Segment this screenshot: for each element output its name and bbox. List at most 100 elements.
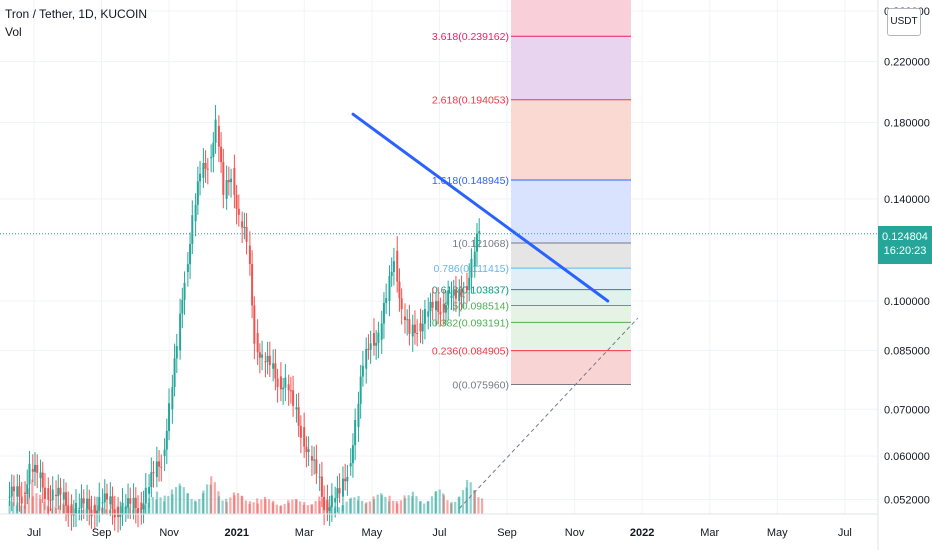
candle-body [160, 466, 163, 468]
candle-body [233, 167, 236, 195]
candle-body [318, 476, 321, 478]
candle-body [346, 476, 349, 482]
candle-body [439, 311, 442, 315]
volume-bar [241, 496, 244, 514]
candle-body [406, 319, 409, 321]
candle-body [299, 425, 302, 438]
candle-body [235, 194, 238, 209]
candle-body [365, 348, 368, 369]
candle-body [88, 498, 91, 510]
candle-body [142, 503, 145, 510]
x-tick-label: Jul [27, 527, 41, 539]
candle-body [256, 332, 259, 353]
candle-body [423, 309, 426, 324]
candle-body [466, 286, 469, 291]
y-tick-label: 0.052000 [884, 495, 930, 507]
candle-body [305, 446, 308, 453]
y-tick-label: 0.220000 [884, 57, 930, 69]
x-tick-label: May [767, 527, 788, 539]
y-tick-label: 0.070000 [884, 404, 930, 416]
candle-body [150, 472, 153, 488]
candle-body [65, 492, 68, 506]
currency-button[interactable]: USDT [887, 8, 921, 36]
candle-body [375, 342, 378, 346]
candle-body [111, 496, 114, 510]
candle-body [462, 296, 465, 298]
candle-body [421, 323, 424, 332]
volume-bar [260, 499, 263, 514]
candle-body [173, 358, 176, 388]
volume-bar [365, 502, 368, 514]
candle-body [413, 324, 416, 333]
candle-body [47, 488, 50, 500]
candle-body [460, 289, 463, 297]
candle-body [266, 355, 269, 362]
volume-bar [171, 494, 174, 514]
candle-body [323, 496, 326, 511]
candle-body [315, 459, 318, 474]
volume-bar [128, 507, 131, 514]
candle-body [222, 162, 225, 195]
candle-body [258, 352, 261, 358]
candle-body [194, 204, 197, 222]
fib-zone [511, 99, 631, 181]
candle-body [67, 505, 70, 516]
candle-body [86, 498, 89, 509]
volume-bar [19, 505, 23, 514]
volume-bar [58, 505, 61, 514]
volume-bar [442, 495, 445, 514]
last-price: 0.124804 [882, 231, 928, 243]
x-tick-label: Mar [700, 527, 719, 539]
candle-body [411, 324, 414, 337]
candle-body [475, 233, 478, 252]
x-tick-label: Sep [92, 527, 112, 539]
candle-body [214, 119, 217, 143]
volume-bar [384, 496, 387, 514]
volume-bar [310, 504, 314, 514]
volume-bar [272, 500, 275, 514]
last-price-badge: 0.124804 16:20:23 [878, 226, 932, 264]
x-tick-label: 2022 [630, 527, 654, 539]
candle-body [272, 363, 275, 369]
candle-body [351, 445, 354, 464]
candle-body [129, 498, 132, 504]
candle-body [396, 250, 399, 282]
candle-body [119, 514, 122, 517]
candle-body [248, 245, 251, 265]
candle-body [473, 251, 476, 267]
volume-bar [268, 499, 271, 514]
candle-body [51, 489, 54, 501]
candle-body [106, 493, 109, 500]
volume-bar [264, 499, 267, 514]
volume-bar [372, 499, 376, 514]
volume-bar [446, 500, 449, 514]
candle-body [204, 162, 207, 169]
volume-bar [229, 497, 232, 514]
candle-body [98, 496, 101, 511]
candle-body [292, 390, 295, 406]
fib-level-label: 2.618(0.194053) [432, 95, 509, 107]
candle-body [237, 208, 240, 215]
candle-body [452, 289, 455, 296]
volume-bar [256, 503, 259, 514]
candle-body [470, 258, 473, 278]
candle-body [357, 403, 360, 428]
candle-body [338, 488, 341, 494]
candle-body [458, 289, 461, 301]
x-tick-label: Jul [838, 527, 852, 539]
candle-body [80, 498, 83, 508]
candle-body [369, 343, 372, 350]
volume-bar [213, 482, 216, 514]
volume-bar [299, 501, 302, 514]
volume-bar [12, 502, 15, 514]
candle-body [124, 507, 127, 509]
volume-bar [303, 502, 306, 514]
candle-body [8, 496, 11, 498]
volume-bar [411, 491, 414, 514]
candle-body [90, 509, 93, 517]
volume-bar [434, 490, 438, 514]
candle-body [241, 221, 244, 228]
candle-body [26, 484, 29, 494]
